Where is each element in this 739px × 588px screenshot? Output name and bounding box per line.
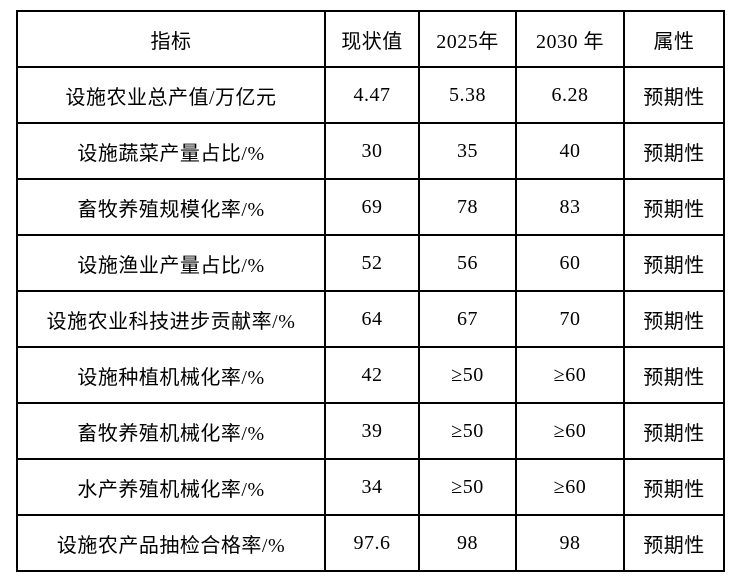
indicator-table: 指标 现状值 2025年 2030 年 属性 设施农业总产值/万亿元 4.47 …	[16, 10, 725, 572]
cell-current: 42	[324, 346, 420, 404]
cell-current: 52	[324, 234, 420, 292]
cell-2025: 5.38	[418, 66, 517, 124]
cell-attribute: 预期性	[623, 234, 725, 292]
table-row: 设施农产品抽检合格率/% 97.6 98 98 预期性	[16, 514, 725, 572]
cell-attribute: 预期性	[623, 458, 725, 516]
cell-attribute: 预期性	[623, 514, 725, 572]
cell-indicator: 畜牧养殖机械化率/%	[16, 402, 326, 460]
table-row: 设施蔬菜产量占比/% 30 35 40 预期性	[16, 122, 725, 180]
table-row: 设施种植机械化率/% 42 ≥50 ≥60 预期性	[16, 346, 725, 404]
cell-2030: 6.28	[515, 66, 625, 124]
table-header-row: 指标 现状值 2025年 2030 年 属性	[16, 10, 725, 68]
cell-current: 39	[324, 402, 420, 460]
table-row: 设施农业科技进步贡献率/% 64 67 70 预期性	[16, 290, 725, 348]
cell-2030: 60	[515, 234, 625, 292]
cell-2025: 35	[418, 122, 517, 180]
cell-current: 97.6	[324, 514, 420, 572]
cell-current: 34	[324, 458, 420, 516]
cell-2030: 40	[515, 122, 625, 180]
cell-2025: 56	[418, 234, 517, 292]
table-row: 畜牧养殖机械化率/% 39 ≥50 ≥60 预期性	[16, 402, 725, 460]
table-row: 畜牧养殖规模化率/% 69 78 83 预期性	[16, 178, 725, 236]
table-row: 水产养殖机械化率/% 34 ≥50 ≥60 预期性	[16, 458, 725, 516]
header-cell-2025: 2025年	[418, 10, 517, 68]
cell-current: 69	[324, 178, 420, 236]
cell-indicator: 水产养殖机械化率/%	[16, 458, 326, 516]
table-row: 设施渔业产量占比/% 52 56 60 预期性	[16, 234, 725, 292]
cell-2025: 78	[418, 178, 517, 236]
cell-indicator: 设施农产品抽检合格率/%	[16, 514, 326, 572]
cell-indicator: 设施农业科技进步贡献率/%	[16, 290, 326, 348]
cell-2025: 67	[418, 290, 517, 348]
header-cell-current: 现状值	[324, 10, 420, 68]
cell-2025: ≥50	[418, 346, 517, 404]
cell-2030: ≥60	[515, 458, 625, 516]
cell-attribute: 预期性	[623, 346, 725, 404]
cell-2025: ≥50	[418, 458, 517, 516]
header-cell-attribute: 属性	[623, 10, 725, 68]
cell-attribute: 预期性	[623, 402, 725, 460]
cell-2030: ≥60	[515, 346, 625, 404]
cell-2030: ≥60	[515, 402, 625, 460]
cell-2025: ≥50	[418, 402, 517, 460]
cell-2030: 83	[515, 178, 625, 236]
cell-2030: 98	[515, 514, 625, 572]
cell-indicator: 设施农业总产值/万亿元	[16, 66, 326, 124]
header-cell-indicator: 指标	[16, 10, 326, 68]
cell-indicator: 设施蔬菜产量占比/%	[16, 122, 326, 180]
cell-current: 4.47	[324, 66, 420, 124]
cell-indicator: 设施种植机械化率/%	[16, 346, 326, 404]
cell-2025: 98	[418, 514, 517, 572]
cell-attribute: 预期性	[623, 122, 725, 180]
header-cell-2030: 2030 年	[515, 10, 625, 68]
cell-indicator: 设施渔业产量占比/%	[16, 234, 326, 292]
cell-attribute: 预期性	[623, 290, 725, 348]
cell-current: 30	[324, 122, 420, 180]
cell-current: 64	[324, 290, 420, 348]
cell-attribute: 预期性	[623, 66, 725, 124]
table-row: 设施农业总产值/万亿元 4.47 5.38 6.28 预期性	[16, 66, 725, 124]
cell-2030: 70	[515, 290, 625, 348]
cell-indicator: 畜牧养殖规模化率/%	[16, 178, 326, 236]
cell-attribute: 预期性	[623, 178, 725, 236]
